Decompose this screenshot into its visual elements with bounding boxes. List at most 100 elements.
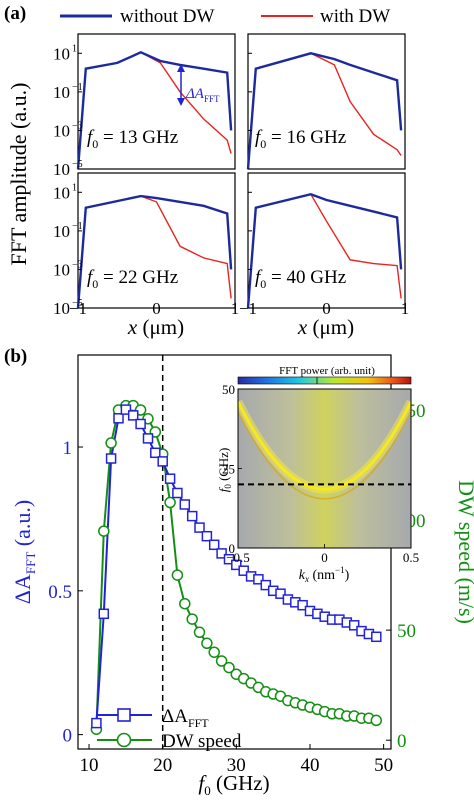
- delta-a-point: [179, 499, 191, 510]
- y-tick-label-1-3: 10: [53, 299, 70, 318]
- panel-b-ylabel-left-unit: (a.u.): [10, 500, 35, 552]
- x-tick-label-0-0: −1: [69, 299, 87, 318]
- legend-b: ΔAFFT DW speed: [97, 706, 242, 752]
- freq-label-40-text: = 40 GHz: [266, 267, 346, 288]
- dw-speed-point: [179, 597, 191, 610]
- delta-a-point: [208, 539, 220, 551]
- delta-label-main: ΔA: [185, 86, 205, 102]
- delta-a-point: [260, 579, 272, 591]
- freq-label-13-text: = 13 GHz: [98, 127, 178, 148]
- y-right-tick-label-50: 50: [397, 621, 416, 642]
- inset-xlabel-unit: (nm: [309, 568, 335, 583]
- dw-speed-point: [208, 646, 220, 658]
- series-without-dw-4: [246, 192, 403, 309]
- legend-delta-label-main: ΔA: [162, 706, 188, 727]
- delta-a-point: [201, 530, 213, 542]
- y-tick-exp-1-1: −1: [72, 221, 83, 232]
- dw-speed-point: [201, 637, 213, 650]
- panel-a-xlabel-right-unit: (μm): [307, 315, 354, 339]
- delta-a-point: [297, 599, 308, 611]
- delta-a-point: [142, 433, 154, 444]
- panel-a-xlabel-left-unit: (μm): [137, 315, 184, 339]
- series-without-dw-2: [246, 52, 403, 170]
- freq-label-22-var: f: [87, 267, 95, 288]
- subplot-22ghz-frame: [77, 172, 236, 309]
- y-tick-exp-1-3: −5: [72, 298, 83, 309]
- y-tick-exp-0-1: −1: [72, 82, 83, 93]
- inset-x-tick-label-1: 0: [321, 550, 328, 565]
- dw-speed-point: [186, 613, 198, 625]
- inset-colorbar: [237, 376, 412, 385]
- panel-a-xlabel-left-var: x: [127, 315, 138, 339]
- y-tick-label-0-1: 10: [53, 83, 70, 102]
- dw-speed-point: [98, 525, 110, 537]
- freq-label-13-var: f: [87, 127, 95, 148]
- dw-speed-point: [215, 655, 228, 667]
- x-tick-label-0-1: 0: [152, 299, 161, 318]
- legend-delta-label-sub: FFT: [188, 716, 209, 730]
- freq-label-16-var: f: [255, 127, 263, 148]
- panel-a-xlabel-left: x (μm): [127, 315, 184, 339]
- inset-x-tick-label-0: −0.5: [226, 550, 250, 565]
- y-right-tick-label-0: 0: [397, 731, 407, 752]
- legend-speed-marker: [116, 732, 132, 748]
- inset-y-tick-label-50: 50: [222, 382, 235, 397]
- y-left-tick-label-0: 0: [63, 726, 73, 747]
- freq-label-13: f0 = 13 GHz: [87, 127, 178, 151]
- delta-a-point: [231, 559, 242, 571]
- freq-label-13-sub: 0: [92, 137, 98, 151]
- inset-dispersion-curves: [238, 399, 411, 500]
- x-tick-label-20: 20: [153, 755, 172, 776]
- inset-ylabel: f0 (GHz): [216, 448, 233, 493]
- legend-speed-label: DW speed: [162, 731, 242, 752]
- legend-with-dw-label: with DW: [320, 6, 390, 27]
- inset-x-tick-label-2: 0.5: [403, 550, 419, 565]
- dw-speed-point: [370, 714, 383, 727]
- panel-a-ylabel: FFT amplitude (a.u.): [6, 83, 31, 266]
- series-with-dw-2: [247, 52, 402, 170]
- delta-a-point: [164, 473, 176, 484]
- legend-delta-marker: [117, 708, 131, 722]
- legend-delta-label: ΔAFFT: [162, 706, 209, 730]
- delta-a-point: [371, 631, 382, 643]
- inset-y-tick-label-25: 25: [222, 462, 235, 477]
- inset-ylabel-var: f: [216, 486, 231, 492]
- delta-a-point: [238, 565, 249, 576]
- delta-a-point: [186, 510, 198, 522]
- subplot-16ghz-frame: [247, 33, 406, 170]
- delta-a-point: [348, 620, 360, 631]
- x-tick-label-40: 40: [301, 755, 320, 776]
- panel-a-y-ticks: 10 110 −110 −310 −510 110 −110 −310 −5: [53, 43, 252, 318]
- freq-label-16: f0 = 16 GHz: [255, 127, 346, 151]
- delta-a-point: [91, 717, 102, 729]
- delta-a-point: [127, 410, 139, 421]
- freq-label-40: f0 = 40 GHz: [255, 267, 346, 291]
- inset-ylabel-sub: 0: [223, 484, 233, 489]
- delta-a-point: [223, 553, 235, 565]
- freq-label-22: f0 = 22 GHz: [87, 267, 178, 291]
- inset-y-tick-label-0: 0: [229, 541, 236, 556]
- y-left-tick-label-0.5: 0.5: [48, 582, 72, 603]
- y-tick-exp-1-2: −3: [72, 259, 83, 270]
- delta-a-point: [194, 522, 205, 533]
- x-tick-label-1-1: 0: [322, 299, 331, 318]
- panel-b-label: (b): [4, 346, 27, 367]
- panel-b-ylabel-left-sub: FFT: [23, 552, 38, 574]
- delta-a-annotation: ΔAFFT: [177, 64, 220, 106]
- freq-label-16-text: = 16 GHz: [266, 127, 346, 148]
- panel-b-ylabel-left: ΔAFFT (a.u.): [10, 500, 38, 604]
- delta-label-sub: FFT: [204, 94, 220, 104]
- delta-a-point: [157, 456, 168, 467]
- legend-without-dw-label: without DW: [120, 6, 215, 27]
- inset-heatmap: FFT power (arb. unit) −16 4 −0.500.50255…: [216, 365, 419, 584]
- panel-b-xlabel-unit: (GHz): [211, 771, 270, 795]
- y-tick-label-1-1: 10: [53, 222, 70, 241]
- inset-xlabel-exp: −1: [335, 565, 345, 575]
- freq-label-22-sub: 0: [92, 277, 98, 291]
- inset-xlabel-var: k: [299, 568, 306, 583]
- delta-a-point: [113, 413, 124, 424]
- subplot-40ghz-frame: [247, 172, 406, 309]
- x-tick-label-10: 10: [80, 755, 99, 776]
- y-tick-label-1-0: 10: [53, 183, 70, 202]
- panel-b-ylabel-right: DW speed (m/s): [454, 480, 474, 624]
